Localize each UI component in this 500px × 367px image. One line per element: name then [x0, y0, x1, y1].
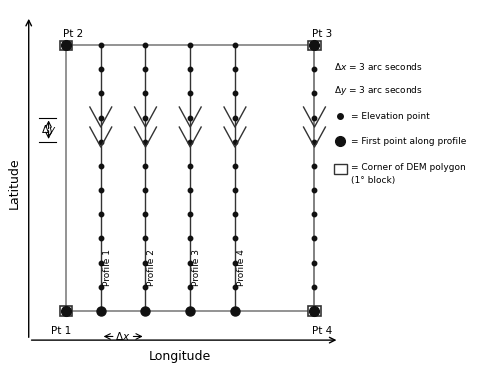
- Text: Profile 1: Profile 1: [102, 249, 112, 286]
- Bar: [60, 40, 72, 50]
- Text: $\Delta y$ = 3 arc seconds: $\Delta y$ = 3 arc seconds: [334, 84, 423, 97]
- Text: Pt 3: Pt 3: [312, 29, 332, 39]
- Text: $\Delta y$: $\Delta y$: [41, 123, 56, 137]
- Bar: [308, 306, 320, 316]
- Text: $\Delta x$: $\Delta x$: [116, 330, 131, 342]
- Text: Latitude: Latitude: [8, 158, 20, 209]
- Text: Profile 3: Profile 3: [192, 249, 201, 286]
- Text: Pt 2: Pt 2: [64, 29, 84, 39]
- Text: Profile 2: Profile 2: [148, 249, 156, 286]
- Bar: [308, 40, 320, 50]
- Text: Pt 4: Pt 4: [312, 326, 332, 336]
- Text: = Elevation point: = Elevation point: [350, 112, 430, 121]
- Text: Pt 1: Pt 1: [51, 326, 71, 336]
- Bar: [334, 164, 347, 174]
- Text: $\Delta x$ = 3 arc seconds: $\Delta x$ = 3 arc seconds: [334, 61, 423, 72]
- Bar: [60, 306, 72, 316]
- Text: = First point along profile: = First point along profile: [350, 137, 466, 146]
- Text: Longitude: Longitude: [149, 350, 212, 363]
- Text: = Corner of DEM polygon: = Corner of DEM polygon: [350, 163, 466, 172]
- Text: Profile 4: Profile 4: [237, 249, 246, 286]
- Text: (1° block): (1° block): [350, 175, 395, 185]
